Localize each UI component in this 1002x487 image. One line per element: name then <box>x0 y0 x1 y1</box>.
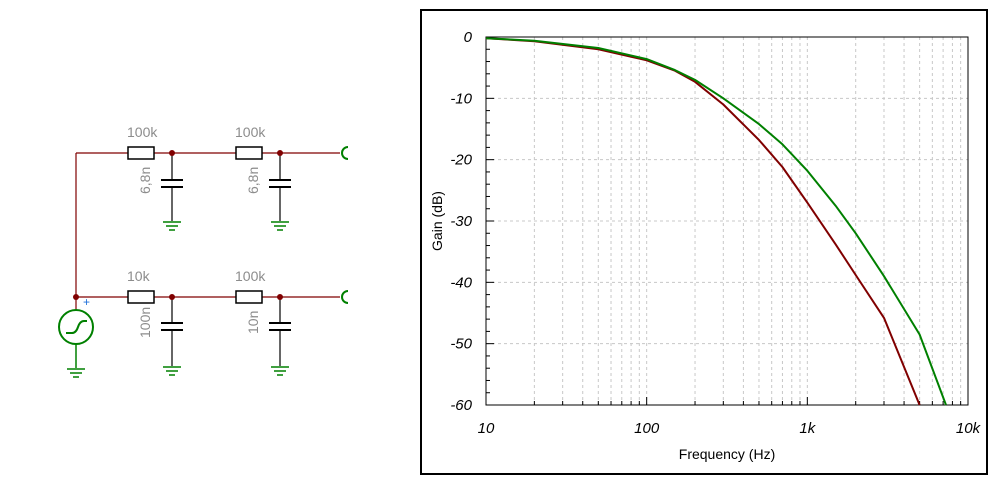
resistor-top-2[interactable] <box>235 146 263 160</box>
series-line-1 <box>485 37 921 406</box>
step-voltage-source[interactable]: + <box>58 295 94 368</box>
label-bottom-c1: 100n <box>137 307 153 338</box>
label-top-c1: 6,8n <box>137 167 153 194</box>
x-tick-label: 10k <box>956 420 982 437</box>
resistor-bottom-1[interactable] <box>127 290 155 304</box>
label-top-r2: 100k <box>235 124 266 140</box>
plot-grid <box>486 37 968 405</box>
capacitor-top-2[interactable] <box>269 179 291 221</box>
y-tick-label: -20 <box>450 152 472 169</box>
label-top-r1: 100k <box>127 124 158 140</box>
y-tick-label: -60 <box>450 397 472 414</box>
y-tick-label: -10 <box>450 90 472 107</box>
x-tick-label: 10 <box>478 420 495 437</box>
resistor-bottom-2[interactable] <box>235 290 263 304</box>
y-tick-label: 0 <box>464 29 473 46</box>
capacitor-top-1[interactable] <box>161 179 183 221</box>
x-axis-label: Frequency (Hz) <box>679 446 775 462</box>
label-bottom-r2: 100k <box>235 268 266 284</box>
circuit-wires <box>75 152 340 310</box>
x-tick-label: 100 <box>634 420 660 437</box>
circuit-schematic: + 100k 100k 10k 100k 6,8n 6,8n 100n 10n <box>58 124 349 378</box>
y-tick-label: -30 <box>450 213 472 230</box>
y-tick-label: -50 <box>450 336 472 353</box>
label-bottom-c2: 10n <box>245 311 261 334</box>
y-axis-label: Gain (dB) <box>429 191 445 251</box>
y-tick-label: -40 <box>450 274 472 291</box>
label-top-c2: 6,8n <box>245 167 261 194</box>
plot-series <box>485 37 947 406</box>
series-line-2 <box>485 37 947 406</box>
axis-ticks <box>486 36 962 406</box>
capacitor-bottom-2[interactable] <box>269 322 291 366</box>
x-tick-label: 1k <box>799 420 816 437</box>
source-polarity-label: + <box>83 295 90 309</box>
junction-dots <box>73 150 283 300</box>
resistor-top-1[interactable] <box>127 146 155 160</box>
ground-symbols <box>67 221 289 378</box>
output-terminals[interactable] <box>341 146 349 304</box>
capacitor-bottom-1[interactable] <box>161 322 183 366</box>
tick-labels: 10 100 1k 10k 0 -10 -20 -30 -40 -50 -60 <box>450 29 981 437</box>
label-bottom-r1: 10k <box>127 268 151 284</box>
